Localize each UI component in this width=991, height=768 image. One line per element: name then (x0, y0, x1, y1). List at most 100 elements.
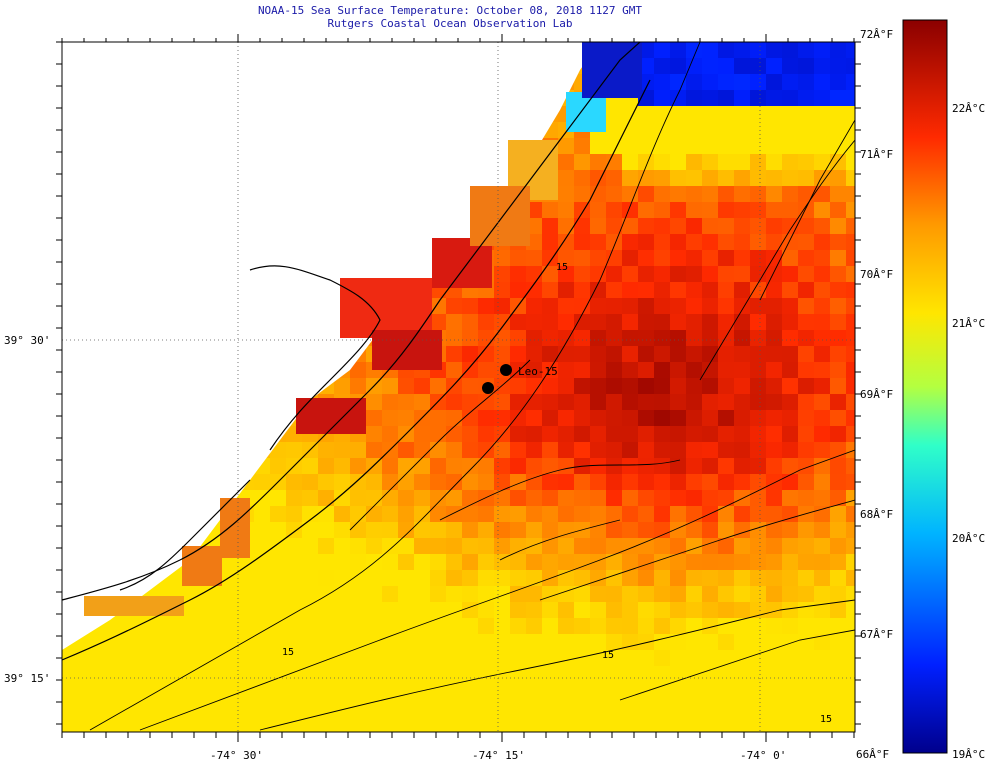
sst-pixel (510, 714, 526, 730)
sst-pixel (446, 634, 462, 650)
sst-pixel (846, 618, 855, 634)
sst-pixel (750, 346, 766, 362)
sst-pixel (702, 538, 718, 554)
sst-pixel (782, 250, 798, 266)
sst-pixel (398, 506, 414, 522)
sst-pixel (334, 730, 350, 732)
sst-pixel (814, 42, 830, 58)
sst-pixel (702, 730, 718, 732)
sst-pixel (622, 122, 638, 138)
sst-pixel (622, 138, 638, 154)
sst-pixel (622, 730, 638, 732)
sst-pixel (750, 554, 766, 570)
sst-pixel (750, 362, 766, 378)
colorbar-label-f: 71Â°F (860, 148, 894, 161)
sst-pixel (798, 170, 814, 186)
sst-pixel (670, 42, 686, 58)
sst-pixel (734, 138, 750, 154)
sst-pixel (798, 602, 814, 618)
sst-pixel (782, 170, 798, 186)
sst-pixel (654, 426, 670, 442)
sst-pixel (670, 458, 686, 474)
sst-pixel (766, 58, 782, 74)
sst-pixel (526, 410, 542, 426)
sst-pixel (398, 554, 414, 570)
sst-pixel (718, 698, 734, 714)
sst-pixel (510, 394, 526, 410)
sst-pixel (222, 602, 238, 618)
sst-pixel (318, 442, 334, 458)
sst-pixel (446, 682, 462, 698)
sst-pixel (654, 218, 670, 234)
sst-pixel (622, 682, 638, 698)
sst-pixel (366, 714, 382, 730)
sst-pixel (654, 442, 670, 458)
sst-pixel (814, 650, 830, 666)
sst-pixel (206, 698, 222, 714)
sst-pixel (734, 730, 750, 732)
sst-pixel (510, 586, 526, 602)
sst-pixel (814, 730, 830, 732)
sst-pixel (542, 618, 558, 634)
sst-pixel (606, 538, 622, 554)
sst-pixel (846, 634, 855, 650)
sst-pixel (830, 282, 846, 298)
sst-pixel (622, 666, 638, 682)
sst-pixel (590, 426, 606, 442)
sst-pixel (702, 570, 718, 586)
sst-pixel (718, 170, 734, 186)
sst-pixel (318, 570, 334, 586)
sst-pixel (814, 378, 830, 394)
sst-pixel (638, 250, 654, 266)
sst-pixel (830, 378, 846, 394)
sst-pixel (302, 458, 318, 474)
sst-pixel (622, 378, 638, 394)
sst-pixel (174, 682, 190, 698)
sst-pixel (350, 458, 366, 474)
sst-pixel (702, 394, 718, 410)
sst-pixel (574, 298, 590, 314)
sst-pixel (206, 618, 222, 634)
sst-pixel (254, 618, 270, 634)
sst-pixel (398, 442, 414, 458)
sst-pixel (494, 298, 510, 314)
sst-pixel (302, 538, 318, 554)
sst-pixel (446, 458, 462, 474)
sst-pixel (670, 170, 686, 186)
sst-pixel (830, 698, 846, 714)
sst-pixel (750, 170, 766, 186)
sst-pixel (510, 250, 526, 266)
sst-pixel (446, 714, 462, 730)
sst-pixel (798, 570, 814, 586)
sst-pixel (286, 522, 302, 538)
sst-pixel (590, 170, 606, 186)
sst-pixel (766, 538, 782, 554)
sst-pixel (590, 538, 606, 554)
sst-pixel (654, 666, 670, 682)
sst-pixel (638, 234, 654, 250)
sst-pixel (782, 506, 798, 522)
sst-pixel (750, 218, 766, 234)
sst-pixel (718, 282, 734, 298)
sst-pixel (318, 538, 334, 554)
sst-pixel (798, 218, 814, 234)
sst-pixel (782, 266, 798, 282)
sst-pixel (782, 122, 798, 138)
sst-pixel (398, 602, 414, 618)
sst-pixel (734, 314, 750, 330)
sst-pixel (526, 650, 542, 666)
sst-pixel (766, 570, 782, 586)
sst-pixel (318, 522, 334, 538)
sst-pixel (574, 314, 590, 330)
sst-pixel (542, 682, 558, 698)
sst-pixel (654, 138, 670, 154)
sst-pixel (526, 458, 542, 474)
sst-pixel (766, 186, 782, 202)
sst-pixel (590, 186, 606, 202)
sst-pixel (846, 458, 855, 474)
sst-pixel (814, 234, 830, 250)
sst-pixel (606, 554, 622, 570)
sst-pixel (686, 170, 702, 186)
sst-pixel (670, 490, 686, 506)
sst-pixel (782, 410, 798, 426)
